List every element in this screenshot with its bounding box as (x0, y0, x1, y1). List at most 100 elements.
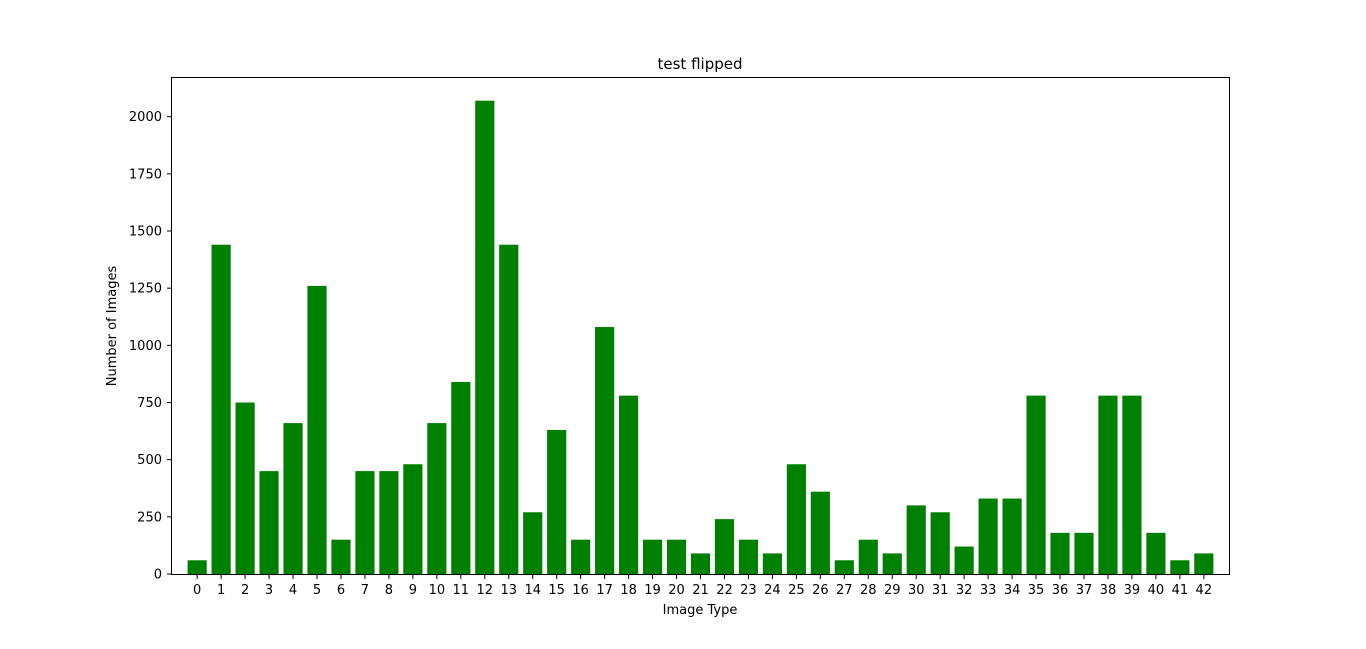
bar-32 (954, 546, 974, 574)
x-tick-label: 17 (596, 583, 613, 598)
y-axis-label: Number of Images (105, 266, 120, 387)
bar-10 (427, 423, 447, 574)
x-tick-label: 2 (241, 583, 249, 598)
y-tick-label: 0 (154, 568, 162, 583)
bar-16 (571, 539, 591, 574)
bar-20 (666, 539, 687, 574)
bar-39 (1122, 395, 1142, 574)
bar-37 (1074, 532, 1094, 574)
y-tick-label: 500 (137, 453, 162, 468)
bar-11 (451, 381, 471, 574)
x-tick-label: 8 (385, 583, 393, 598)
y-axis-ticks: 0 250 500 750 1000 1250 1500 1750 2000 (129, 110, 172, 583)
chart-title: test flipped (658, 55, 743, 73)
x-axis-label: Image Type (663, 603, 738, 618)
bar-13 (499, 244, 519, 574)
x-tick-label: 19 (644, 583, 661, 598)
bar-14 (523, 512, 543, 574)
bar-8 (379, 471, 399, 574)
x-tick-label: 29 (884, 583, 901, 598)
x-tick-label: 10 (429, 583, 446, 598)
x-tick-label: 40 (1148, 583, 1165, 598)
bar-22 (714, 519, 735, 574)
x-tick-label: 28 (860, 583, 877, 598)
plot-frame (171, 77, 1230, 575)
x-tick-label: 42 (1196, 583, 1213, 598)
y-tick-label: 250 (137, 510, 162, 525)
bar-17 (595, 327, 615, 574)
bar-31 (930, 512, 950, 574)
y-tick-label: 1750 (129, 167, 162, 182)
x-tick-label: 12 (477, 583, 494, 598)
bar-0 (187, 560, 207, 574)
bar-2 (235, 402, 255, 574)
x-tick-label: 0 (193, 583, 201, 598)
y-tick-label: 750 (137, 396, 162, 411)
bar-42 (1194, 553, 1214, 574)
bar-7 (355, 471, 375, 574)
x-tick-label: 23 (740, 583, 757, 598)
x-tick-label: 38 (1100, 583, 1117, 598)
x-axis-ticks: 0 1 2 3 4 5 6 7 8 9 10 11 12 13 14 15 16 17 18 19 20 21 22 23 24… (193, 574, 1212, 598)
y-tick-label: 1250 (129, 282, 162, 297)
x-tick-label: 31 (932, 583, 949, 598)
bar-19 (642, 539, 663, 574)
x-tick-label: 24 (764, 583, 781, 598)
x-tick-label: 5 (313, 583, 321, 598)
bar-30 (906, 505, 926, 574)
bar-18 (619, 395, 639, 574)
x-tick-label: 11 (453, 583, 470, 598)
bar-29 (882, 553, 902, 574)
bar-15 (547, 429, 567, 574)
x-tick-label: 9 (409, 583, 417, 598)
x-tick-label: 41 (1172, 583, 1189, 598)
x-tick-label: 35 (1028, 583, 1045, 598)
bar-3 (259, 471, 279, 574)
bar-4 (283, 423, 303, 574)
x-tick-label: 33 (980, 583, 997, 598)
bar-34 (1002, 498, 1022, 574)
bar-36 (1050, 532, 1070, 574)
x-tick-label: 20 (668, 583, 685, 598)
x-tick-label: 7 (361, 583, 369, 598)
bar-5 (307, 285, 327, 574)
x-tick-label: 14 (524, 583, 541, 598)
x-tick-label: 30 (908, 583, 925, 598)
bar-38 (1098, 395, 1118, 574)
y-tick-label: 1500 (129, 225, 162, 240)
bar-12 (475, 100, 495, 575)
x-tick-label: 34 (1004, 583, 1021, 598)
x-tick-label: 37 (1076, 583, 1093, 598)
x-tick-label: 26 (812, 583, 829, 598)
bar-21 (690, 553, 711, 574)
x-tick-label: 1 (217, 583, 225, 598)
x-tick-label: 39 (1124, 583, 1141, 598)
x-tick-label: 6 (337, 583, 345, 598)
bar-40 (1146, 532, 1166, 574)
bar-28 (858, 539, 878, 574)
bar-24 (762, 553, 782, 574)
x-tick-label: 18 (620, 583, 637, 598)
bar-27 (834, 560, 854, 574)
bar-1 (211, 244, 231, 574)
x-tick-label: 22 (716, 583, 733, 598)
bar-26 (810, 491, 830, 574)
bar-23 (738, 539, 759, 574)
bar-35 (1026, 395, 1046, 574)
x-tick-label: 4 (289, 583, 297, 598)
x-tick-label: 3 (265, 583, 273, 598)
x-tick-label: 32 (956, 583, 973, 598)
bar-9 (403, 464, 423, 574)
x-tick-label: 27 (836, 583, 853, 598)
bars-layer (187, 100, 1214, 575)
x-tick-label: 16 (572, 583, 589, 598)
x-tick-label: 25 (788, 583, 805, 598)
x-tick-label: 15 (548, 583, 565, 598)
y-tick-label: 2000 (129, 110, 162, 125)
bar-6 (331, 539, 351, 574)
x-tick-label: 36 (1052, 583, 1069, 598)
bar-33 (978, 498, 998, 574)
x-tick-label: 21 (692, 583, 709, 598)
